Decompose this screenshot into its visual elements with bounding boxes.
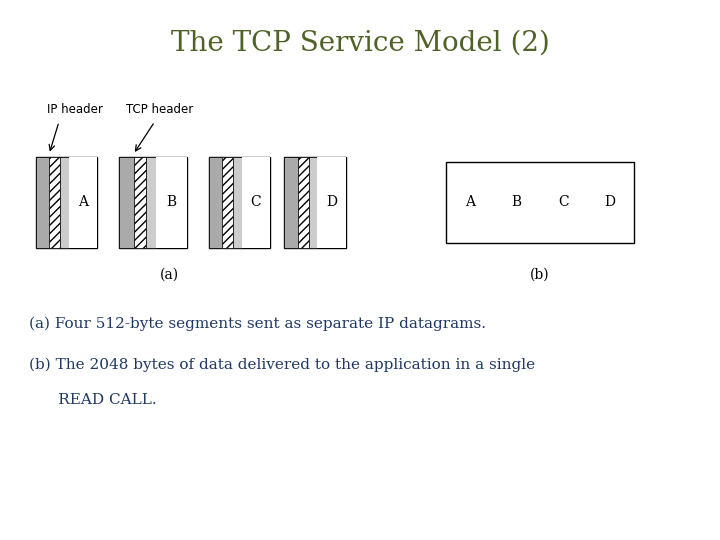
Bar <box>209 157 270 248</box>
Text: TCP header: TCP header <box>126 103 193 116</box>
Bar <box>284 157 346 248</box>
Text: IP header: IP header <box>47 103 103 116</box>
Bar <box>309 157 318 248</box>
Text: A: A <box>465 195 474 210</box>
Bar <box>119 157 134 248</box>
Text: (b) The 2048 bytes of data delivered to the application in a single: (b) The 2048 bytes of data delivered to … <box>29 357 535 372</box>
Text: D: D <box>326 195 337 210</box>
Bar <box>446 162 634 243</box>
Text: The TCP Service Model (2): The TCP Service Model (2) <box>171 30 549 57</box>
Bar <box>242 157 270 248</box>
Bar <box>119 157 187 248</box>
Text: B: B <box>166 195 176 210</box>
Text: C: C <box>251 195 261 210</box>
Bar <box>233 157 242 248</box>
Text: A: A <box>78 195 88 210</box>
Bar <box>60 157 69 248</box>
Bar <box>50 157 60 248</box>
Bar <box>318 157 346 248</box>
Text: B: B <box>511 195 522 210</box>
Bar <box>298 157 309 248</box>
Text: (b): (b) <box>530 267 550 281</box>
Text: (a): (a) <box>160 267 179 281</box>
Bar <box>284 157 298 248</box>
Text: D: D <box>605 195 616 210</box>
Bar <box>36 157 50 248</box>
Text: READ CALL.: READ CALL. <box>29 393 156 407</box>
Bar <box>69 157 97 248</box>
Text: C: C <box>558 195 569 210</box>
Bar <box>209 157 222 248</box>
Bar <box>222 157 233 248</box>
Bar <box>146 157 156 248</box>
Text: (a) Four 512-byte segments sent as separate IP datagrams.: (a) Four 512-byte segments sent as separ… <box>29 317 486 331</box>
Bar <box>134 157 146 248</box>
Bar <box>36 157 97 248</box>
Bar <box>156 157 187 248</box>
